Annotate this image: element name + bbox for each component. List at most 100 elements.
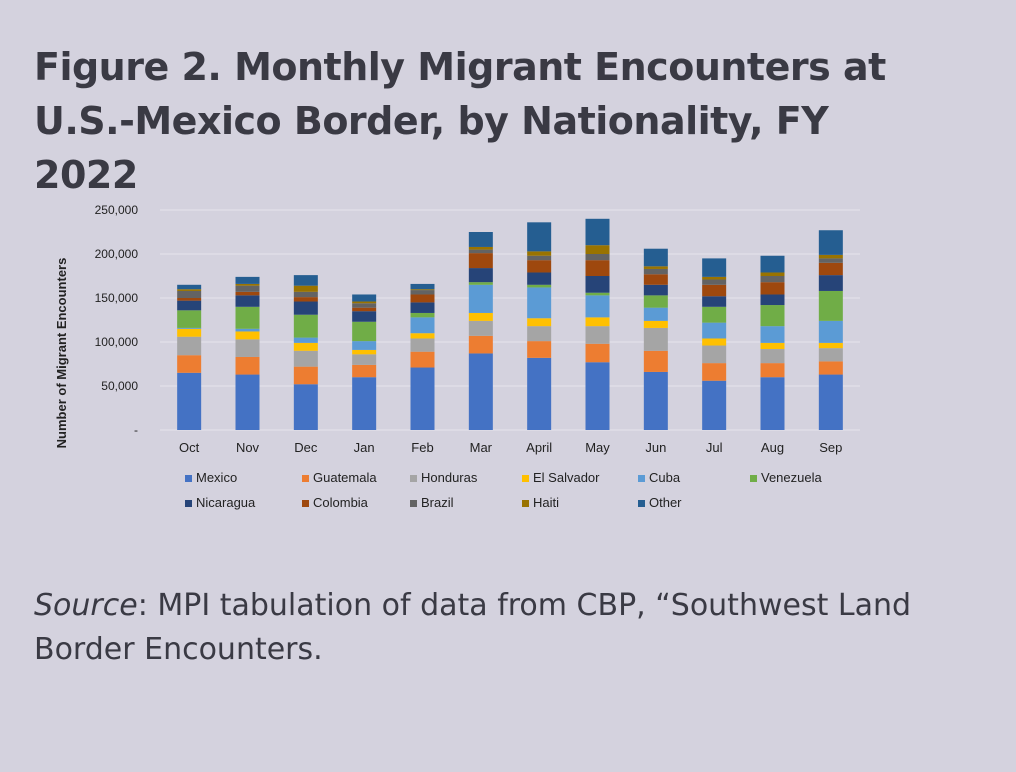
bar-segment-guatemala xyxy=(643,350,668,372)
bar-segment-cuba xyxy=(410,317,435,334)
bar-segment-haiti xyxy=(352,301,377,304)
y-tick-label: 100,000 xyxy=(95,335,139,349)
bar-segment-honduras xyxy=(468,320,493,336)
legend-swatch xyxy=(638,500,645,507)
x-tick-label: Mar xyxy=(470,440,493,455)
bar-segment-mexico xyxy=(643,371,668,430)
bar-segment-brazil xyxy=(643,268,668,275)
bar-segment-mexico xyxy=(410,367,435,430)
bar-segment-other xyxy=(410,283,435,290)
stacked-bar-chart: - 50,000 100,000 150,000 200,000 250,000 Numbe… xyxy=(0,180,1016,540)
bar-segment-brazil xyxy=(585,254,610,261)
bar-segment-honduras xyxy=(643,327,668,351)
bar-segment-honduras xyxy=(235,339,260,357)
x-tick-label: Nov xyxy=(236,440,260,455)
source-note: Source: MPI tabulation of data from CBP,… xyxy=(34,584,984,672)
bar-segment-venezuela xyxy=(352,321,377,342)
bar-segment-guatemala xyxy=(293,366,318,385)
x-tick-label: Oct xyxy=(179,440,200,455)
bar-segment-el-salvador xyxy=(410,333,435,339)
bar-segment-haiti xyxy=(818,254,843,259)
bar-segment-haiti xyxy=(527,251,552,256)
bar-segment-haiti xyxy=(702,276,727,280)
legend-label: El Salvador xyxy=(533,470,600,485)
bar-segment-mexico xyxy=(177,372,202,430)
bar-segment-nicaragua xyxy=(468,268,493,283)
bar-segment-venezuela xyxy=(585,292,610,296)
bar-segment-mexico xyxy=(527,357,552,430)
bar-segment-other xyxy=(760,255,785,273)
y-tick-label: 250,000 xyxy=(95,203,139,217)
x-tick-label: Jun xyxy=(645,440,666,455)
y-tick-label: 50,000 xyxy=(101,379,138,393)
bar-segment-cuba xyxy=(585,295,610,318)
x-tick-label: Feb xyxy=(411,440,433,455)
legend-swatch xyxy=(522,475,529,482)
legend-label: Venezuela xyxy=(761,470,822,485)
legend-label: Mexico xyxy=(196,470,237,485)
bar-segment-nicaragua xyxy=(760,294,785,306)
legend-swatch xyxy=(302,500,309,507)
source-label: Source xyxy=(34,588,138,623)
bar-segment-brazil xyxy=(235,285,260,292)
bar-segment-mexico xyxy=(585,362,610,430)
bar-segment-colombia xyxy=(585,260,610,276)
bar-segment-haiti xyxy=(177,289,202,291)
bar-segment-mexico xyxy=(760,377,785,430)
bar-segment-colombia xyxy=(177,298,202,301)
legend-swatch xyxy=(185,500,192,507)
bar-segment-cuba xyxy=(293,337,318,343)
bar-segment-honduras xyxy=(352,354,377,365)
legend-label: Colombia xyxy=(313,495,369,510)
bar-segment-nicaragua xyxy=(235,295,260,307)
bar-segment-honduras xyxy=(177,336,202,356)
bar-segment-venezuela xyxy=(760,305,785,327)
bar-segment-colombia xyxy=(527,260,552,273)
legend-label: Brazil xyxy=(421,495,454,510)
bar-segment-mexico xyxy=(352,377,377,430)
legend-swatch xyxy=(185,475,192,482)
legend-swatch xyxy=(638,475,645,482)
legend-label: Haiti xyxy=(533,495,559,510)
bar-segment-venezuela xyxy=(293,314,318,338)
x-tick-label: Jul xyxy=(706,440,723,455)
legend-swatch xyxy=(410,475,417,482)
legend-label: Guatemala xyxy=(313,470,377,485)
bar-segment-brazil xyxy=(293,291,318,298)
x-tick-label: Sep xyxy=(819,440,842,455)
bar-segment-el-salvador xyxy=(585,317,610,327)
bar-segment-cuba xyxy=(352,341,377,350)
y-tick-label: - xyxy=(134,423,138,437)
bar-segment-mexico xyxy=(235,374,260,430)
bar-segment-colombia xyxy=(760,282,785,295)
bar-segment-haiti xyxy=(235,283,260,286)
bar-segment-cuba xyxy=(468,284,493,313)
bar-segment-nicaragua xyxy=(527,272,552,285)
legend-swatch xyxy=(302,475,309,482)
bar-segment-colombia xyxy=(818,262,843,276)
bar-segment-cuba xyxy=(527,287,552,319)
bar-segment-guatemala xyxy=(702,363,727,381)
bar-segment-el-salvador xyxy=(643,320,668,328)
y-tick-label: 150,000 xyxy=(95,291,139,305)
bar-segment-haiti xyxy=(293,285,318,292)
bar-segment-haiti xyxy=(468,246,493,250)
bar-segment-other xyxy=(468,232,493,247)
bar-segment-honduras xyxy=(702,345,727,364)
x-tick-label: Jan xyxy=(354,440,375,455)
x-tick-label: May xyxy=(585,440,610,455)
bar-segment-other xyxy=(177,284,202,290)
legend-swatch xyxy=(410,500,417,507)
bar-segment-haiti xyxy=(643,266,668,269)
legend-label: Honduras xyxy=(421,470,478,485)
legend-label: Other xyxy=(649,495,682,510)
bar-segment-el-salvador xyxy=(352,349,377,355)
bar-segment-el-salvador xyxy=(527,318,552,327)
bar-segment-venezuela xyxy=(468,282,493,285)
bar-segment-other xyxy=(352,294,377,302)
bar-segment-honduras xyxy=(293,350,318,367)
bar-segment-guatemala xyxy=(818,361,843,375)
bar-segment-colombia xyxy=(293,297,318,302)
bar-segment-honduras xyxy=(585,326,610,344)
bar-segment-venezuela xyxy=(527,284,552,288)
